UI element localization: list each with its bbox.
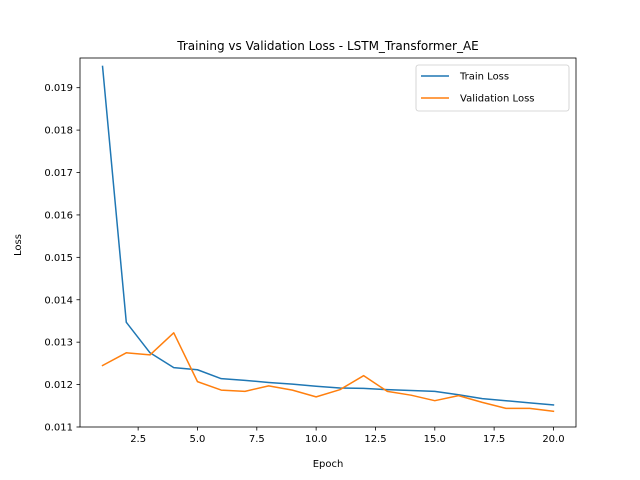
y-tick-label: 0.016 [44, 210, 73, 221]
y-tick-label: 0.019 [44, 83, 73, 94]
series-line-train-loss [101, 65, 555, 406]
legend-label-validation-loss: Validation Loss [460, 94, 535, 105]
chart-title: Training vs Validation Loss - LSTM_Trans… [176, 39, 478, 53]
x-tick-label: 15.0 [424, 434, 446, 445]
legend: Train Loss Validation Loss [415, 64, 570, 112]
x-axis-label: Epoch [313, 459, 344, 470]
legend-label-train-loss: Train Loss [459, 72, 509, 83]
x-tick-label: 7.5 [249, 434, 265, 445]
plot-area: 2.5 5.0 7.5 10.0 12.5 15.0 17.5 20.0 0.011 0.012 0… [44, 57, 577, 445]
y-tick-label: 0.011 [44, 423, 73, 434]
x-tick-label: 5.0 [190, 434, 206, 445]
y-tick-label: 0.018 [44, 126, 73, 137]
axes-frame [79, 57, 577, 428]
y-tick-label: 0.014 [44, 295, 73, 306]
x-tick-label: 10.0 [305, 434, 327, 445]
legend-box [415, 64, 570, 112]
y-tick-label: 0.015 [44, 253, 73, 264]
y-axis-label: Loss [13, 234, 24, 256]
y-tick-label: 0.017 [44, 168, 73, 179]
y-tick-label: 0.013 [44, 338, 73, 349]
x-tick-label: 2.5 [130, 434, 146, 445]
series-line-validation-loss [101, 332, 555, 413]
x-tick-label: 12.5 [364, 434, 386, 445]
y-tick-label: 0.012 [44, 380, 73, 391]
x-tick-label: 17.5 [483, 434, 505, 445]
x-tick-label: 20.0 [542, 434, 564, 445]
